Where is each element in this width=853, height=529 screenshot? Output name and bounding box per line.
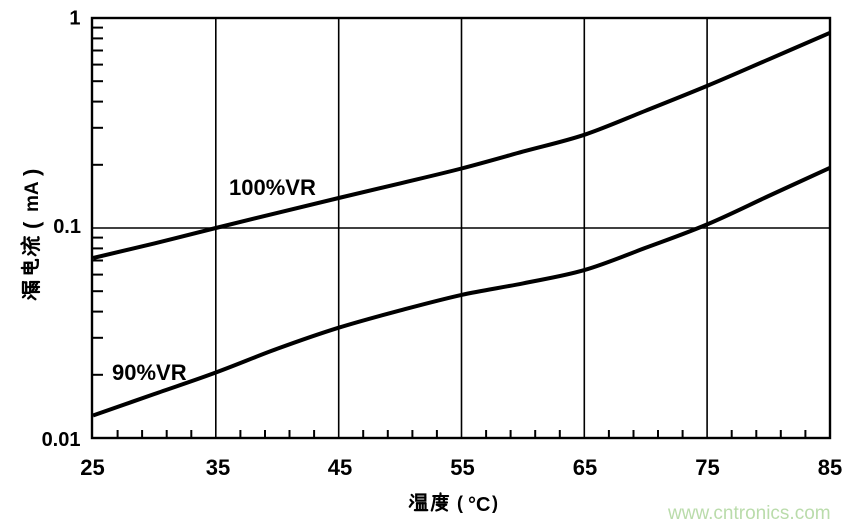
svg-text:25: 25: [80, 455, 104, 480]
svg-text:45: 45: [328, 455, 352, 480]
svg-text:1: 1: [69, 8, 80, 30]
svg-text:): ): [492, 493, 498, 513]
svg-text:(: (: [19, 221, 44, 229]
svg-text:85: 85: [818, 455, 842, 480]
svg-text:0.01: 0.01: [42, 429, 81, 451]
svg-text:(: (: [457, 493, 463, 513]
svg-text:°C: °C: [468, 494, 490, 516]
svg-text:90%VR: 90%VR: [112, 360, 187, 385]
svg-text:0.1: 0.1: [53, 216, 81, 238]
svg-text:100%VR: 100%VR: [229, 175, 316, 200]
svg-text:mA: mA: [22, 181, 43, 212]
svg-text:): ): [19, 169, 44, 176]
svg-text:65: 65: [573, 455, 597, 480]
svg-text:35: 35: [206, 455, 230, 480]
svg-text:55: 55: [450, 455, 474, 480]
svg-text:75: 75: [695, 455, 719, 480]
